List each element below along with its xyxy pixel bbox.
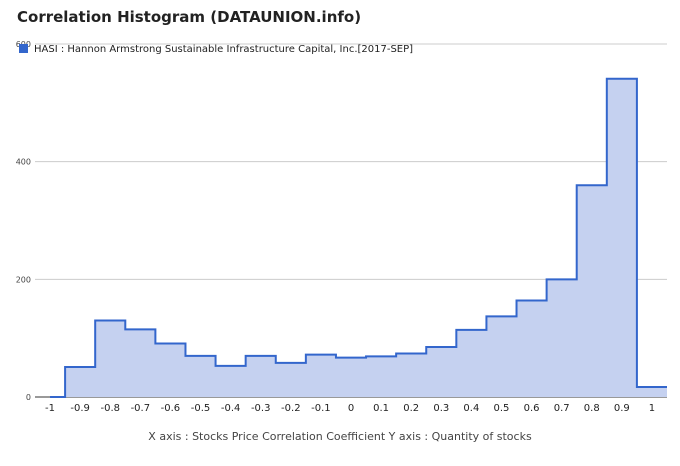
histogram-bin [607, 79, 637, 397]
y-tick-label: 400 [16, 158, 31, 167]
histogram-bin [517, 301, 547, 397]
histogram-bin [155, 343, 185, 397]
x-tick-label: 0.8 [584, 403, 600, 414]
x-tick-label: -0.6 [161, 403, 181, 414]
x-tick-label: -0.7 [131, 403, 151, 414]
histogram-bin [637, 387, 667, 397]
histogram-bin [306, 355, 336, 397]
x-tick-label: 0.2 [403, 403, 419, 414]
x-tick-label: 0.5 [494, 403, 510, 414]
x-tick-label: -0.8 [100, 403, 120, 414]
x-tick-label: 1 [649, 403, 655, 414]
histogram-bin [185, 356, 215, 397]
x-tick-label: -0.3 [251, 403, 271, 414]
histogram-bin [486, 316, 516, 397]
histogram-bin [125, 329, 155, 397]
histogram-step-line [50, 77, 667, 398]
histogram-bin [336, 358, 366, 397]
histogram-bin [547, 279, 577, 397]
x-tick-label: -1 [45, 403, 55, 414]
chart-title: Correlation Histogram (DATAUNION.info) [17, 8, 362, 26]
legend-swatch [19, 44, 28, 53]
x-axis-label: X axis : Stocks Price Correlation Coeffi… [148, 430, 532, 443]
histogram-bin [456, 330, 486, 397]
x-tick-label: -0.5 [191, 403, 211, 414]
x-tick-label: 0.3 [433, 403, 449, 414]
x-tick-label: 0.1 [373, 403, 389, 414]
y-tick-label: 200 [16, 275, 31, 284]
histogram-bin [577, 185, 607, 397]
x-tick-label: 0.9 [614, 403, 630, 414]
x-tick-label: 0 [348, 403, 354, 414]
histogram-bin [426, 347, 456, 397]
x-tick-label: -0.1 [311, 403, 331, 414]
histogram-bin [216, 366, 246, 397]
x-tick-label: -0.2 [281, 403, 301, 414]
histogram-bin [396, 353, 426, 397]
x-tick-label: -0.9 [70, 403, 90, 414]
legend-label: HASI : Hannon Armstrong Sustainable Infr… [34, 44, 413, 55]
y-tick-label: 0 [26, 393, 31, 402]
histogram-bin [65, 367, 95, 397]
histogram-bin [246, 356, 276, 397]
histogram-bin [366, 356, 396, 397]
x-tick-label: 0.6 [524, 403, 540, 414]
x-tick-label: 0.7 [554, 403, 570, 414]
x-tick-label: 0.4 [463, 403, 479, 414]
histogram-bin [95, 321, 125, 397]
histogram-bin [276, 363, 306, 397]
x-tick-label: -0.4 [221, 403, 241, 414]
histogram-area-fill [50, 78, 668, 397]
